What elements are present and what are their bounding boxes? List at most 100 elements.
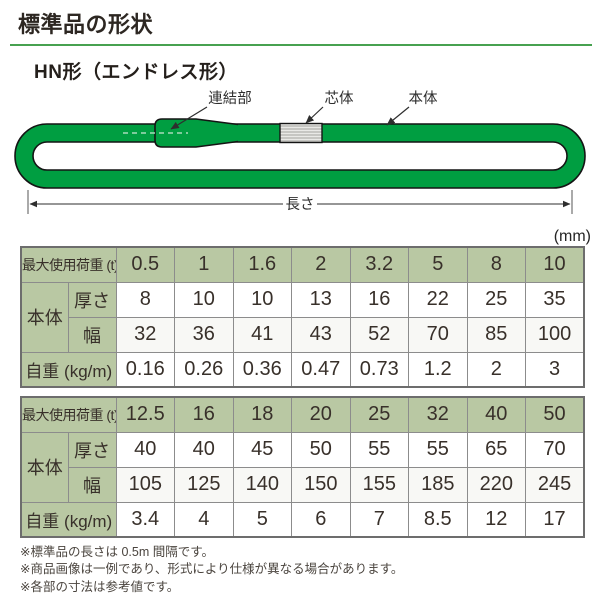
width-value: 105 xyxy=(115,466,176,503)
thickness-value: 55 xyxy=(408,431,468,468)
width-value: 70 xyxy=(408,316,468,353)
thickness-value: 45 xyxy=(232,431,293,468)
table-row: 自重 (kg/m) 0.16 0.26 0.36 0.47 0.73 1.2 2… xyxy=(20,351,585,388)
page-title: 標準品の形状 xyxy=(18,12,154,37)
unit-weight-value: 0.26 xyxy=(174,351,234,388)
title-underline-rule xyxy=(10,44,592,46)
width-value: 43 xyxy=(291,316,351,353)
width-row-label: 幅 xyxy=(67,466,117,503)
unit-weight-value: 3.4 xyxy=(115,501,176,538)
thickness-value: 22 xyxy=(408,281,468,318)
thickness-value: 8 xyxy=(115,281,176,318)
width-value: 140 xyxy=(232,466,293,503)
width-value: 85 xyxy=(466,316,527,353)
load-value: 3.2 xyxy=(349,246,410,283)
width-value: 52 xyxy=(349,316,410,353)
core-callout-arrow xyxy=(305,106,324,124)
table-row: 最大使用荷重 (t) 0.5 1 1.6 2 3.2 5 8 10 xyxy=(20,246,585,283)
max-load-header: 最大使用荷重 (t) xyxy=(20,396,117,433)
table-spacer xyxy=(0,388,600,396)
body-label: 本体 xyxy=(409,90,438,107)
load-value: 32 xyxy=(408,396,468,433)
unit-weight-value: 5 xyxy=(232,501,293,538)
load-value: 12.5 xyxy=(115,396,176,433)
max-load-header: 最大使用荷重 (t) xyxy=(20,246,117,283)
body-callout-arrow xyxy=(386,106,410,126)
section-subtitle: HN形（エンドレス形） xyxy=(34,62,238,83)
width-value: 100 xyxy=(525,316,585,353)
thickness-value: 13 xyxy=(291,281,351,318)
load-value: 5 xyxy=(408,246,468,283)
thickness-value: 10 xyxy=(174,281,234,318)
load-value: 1 xyxy=(174,246,234,283)
width-value: 41 xyxy=(232,316,293,353)
thickness-value: 25 xyxy=(466,281,527,318)
load-value: 20 xyxy=(291,396,351,433)
load-value: 16 xyxy=(174,396,234,433)
unit-weight-value: 8.5 xyxy=(408,501,468,538)
unit-label: (mm) xyxy=(554,228,591,245)
width-value: 185 xyxy=(408,466,468,503)
spec-table-2: 最大使用荷重 (t) 12.5 16 18 20 25 32 40 50 本体 … xyxy=(20,396,586,538)
unit-weight-value: 6 xyxy=(291,501,351,538)
load-value: 10 xyxy=(525,246,585,283)
table-row: 自重 (kg/m) 3.4 4 5 6 7 8.5 12 17 xyxy=(20,501,585,538)
table-row: 幅 32 36 41 43 52 70 85 100 xyxy=(21,316,585,353)
unit-weight-value: 0.36 xyxy=(232,351,293,388)
width-value: 220 xyxy=(466,466,527,503)
width-value: 150 xyxy=(291,466,351,503)
thickness-row-label: 厚さ xyxy=(67,431,117,468)
unit-weight-value: 7 xyxy=(349,501,410,538)
load-value: 2 xyxy=(291,246,351,283)
thickness-value: 16 xyxy=(349,281,410,318)
unit-weight-value: 0.16 xyxy=(115,351,176,388)
footnotes: ※標準品の長さは 0.5m 間隔です。 ※商品画像は一例であり、形式により仕様が… xyxy=(20,544,600,596)
load-value: 40 xyxy=(466,396,527,433)
load-value: 1.6 xyxy=(232,246,293,283)
unit-weight-value: 1.2 xyxy=(408,351,468,388)
width-value: 36 xyxy=(174,316,234,353)
thickness-row-label: 厚さ xyxy=(67,281,117,318)
width-row-label: 幅 xyxy=(67,316,117,353)
core-label: 芯体 xyxy=(325,90,354,107)
footnote-line: ※商品画像は一例であり、形式により仕様が異なる場合があります。 xyxy=(20,562,404,577)
unit-weight-value: 0.73 xyxy=(349,351,410,388)
thickness-value: 40 xyxy=(115,431,176,468)
thickness-value: 35 xyxy=(525,281,585,318)
length-label: 長さ xyxy=(286,196,315,213)
load-value: 8 xyxy=(466,246,527,283)
unit-weight-value: 17 xyxy=(525,501,585,538)
width-value: 245 xyxy=(525,466,585,503)
thickness-value: 55 xyxy=(349,431,410,468)
table-row: 本体 厚さ 40 40 45 50 55 55 65 70 xyxy=(20,431,585,503)
unit-weight-value: 0.47 xyxy=(291,351,351,388)
unit-weight-value: 2 xyxy=(466,351,527,388)
thickness-value: 40 xyxy=(174,431,234,468)
sling-loop-hole xyxy=(32,141,568,171)
thickness-value: 10 xyxy=(232,281,293,318)
thickness-value: 50 xyxy=(291,431,351,468)
spec-table-1: 最大使用荷重 (t) 0.5 1 1.6 2 3.2 5 8 10 本体 厚さ … xyxy=(20,246,586,388)
footnote-line: ※標準品の長さは 0.5m 間隔です。 xyxy=(20,545,214,559)
table-row: 幅 105 125 140 150 155 185 220 245 xyxy=(21,466,585,503)
footnote-line: ※各部の寸法は参考値です。 xyxy=(20,579,180,594)
thickness-value: 70 xyxy=(525,431,585,468)
load-value: 18 xyxy=(232,396,293,433)
core-hatch-section xyxy=(279,122,323,144)
load-value: 50 xyxy=(525,396,585,433)
load-value: 25 xyxy=(349,396,410,433)
connection-callout-arrow xyxy=(170,106,208,130)
connection-label: 連結部 xyxy=(208,90,252,107)
unit-weight-value: 12 xyxy=(466,501,527,538)
load-value: 0.5 xyxy=(115,246,176,283)
unit-weight-value: 4 xyxy=(174,501,234,538)
unit-weight-row-label: 自重 (kg/m) xyxy=(20,501,117,538)
unit-weight-value: 3 xyxy=(525,351,585,388)
body-row-label: 本体 xyxy=(20,431,69,503)
page-header: 標準品の形状 HN形（エンドレス形） xyxy=(0,0,600,84)
body-row-label: 本体 xyxy=(20,281,69,353)
table-row: 本体 厚さ 8 10 10 13 16 22 25 35 xyxy=(20,281,585,353)
thickness-value: 65 xyxy=(466,431,527,468)
sling-diagram: 連結部 芯体 本体 長さ (mm) xyxy=(14,90,591,245)
